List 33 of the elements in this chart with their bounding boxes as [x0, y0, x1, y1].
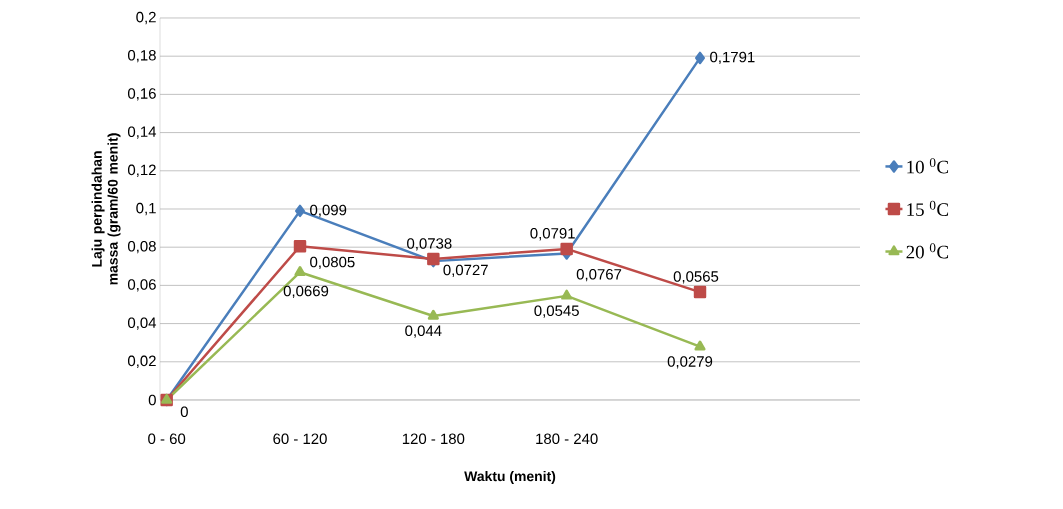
legend-label: 15 $^{0}$C [907, 200, 949, 216]
x-tick-label: 60 - 120 [273, 433, 327, 445]
y-tick-label: 0,14 [127, 126, 157, 139]
legend-label: 20 $^{0}$C [906, 243, 949, 259]
y-tick-label: 0,06 [127, 279, 156, 292]
data-label: 0,0279 [667, 356, 713, 369]
data-label: 0,1791 [710, 51, 755, 65]
data-label: 0,0791 [530, 228, 575, 241]
x-tick-label: 120 - 180 [402, 433, 465, 445]
y-axis-title: Laju perpindahan massa (gram/60 menit) [91, 133, 121, 285]
data-label: 0,0669 [283, 285, 329, 299]
data-label: 0,0545 [534, 305, 579, 318]
y-tick-label: 0,2 [136, 11, 156, 25]
y-tick-label: 0 [148, 394, 156, 406]
y-tick-label: 0,02 [127, 355, 156, 368]
data-label: 0,0565 [673, 271, 719, 284]
y-tick-label: 0,16 [127, 88, 156, 101]
y-tick-label: 0,1 [136, 202, 156, 216]
y-tick-label: 0,12 [127, 164, 156, 177]
x-axis-title: Waktu (menit) [464, 470, 556, 484]
y-tick-label: 0,18 [127, 50, 156, 63]
data-label: 0,099 [310, 204, 347, 218]
data-label: 0 [180, 406, 188, 418]
data-label: 0,0767 [576, 269, 622, 282]
data-label: 0,0727 [443, 264, 488, 277]
data-label: 0,044 [405, 325, 442, 338]
x-tick-label: 180 - 240 [536, 433, 598, 445]
y-tick-label: 0,08 [127, 241, 156, 254]
x-tick-label: 0 - 60 [148, 433, 186, 445]
data-label: 0,0738 [407, 238, 452, 251]
legend-label: 10 $^{0}$C [907, 158, 949, 174]
y-tick-label: 0,04 [127, 317, 157, 330]
data-label: 0,0805 [310, 256, 355, 270]
